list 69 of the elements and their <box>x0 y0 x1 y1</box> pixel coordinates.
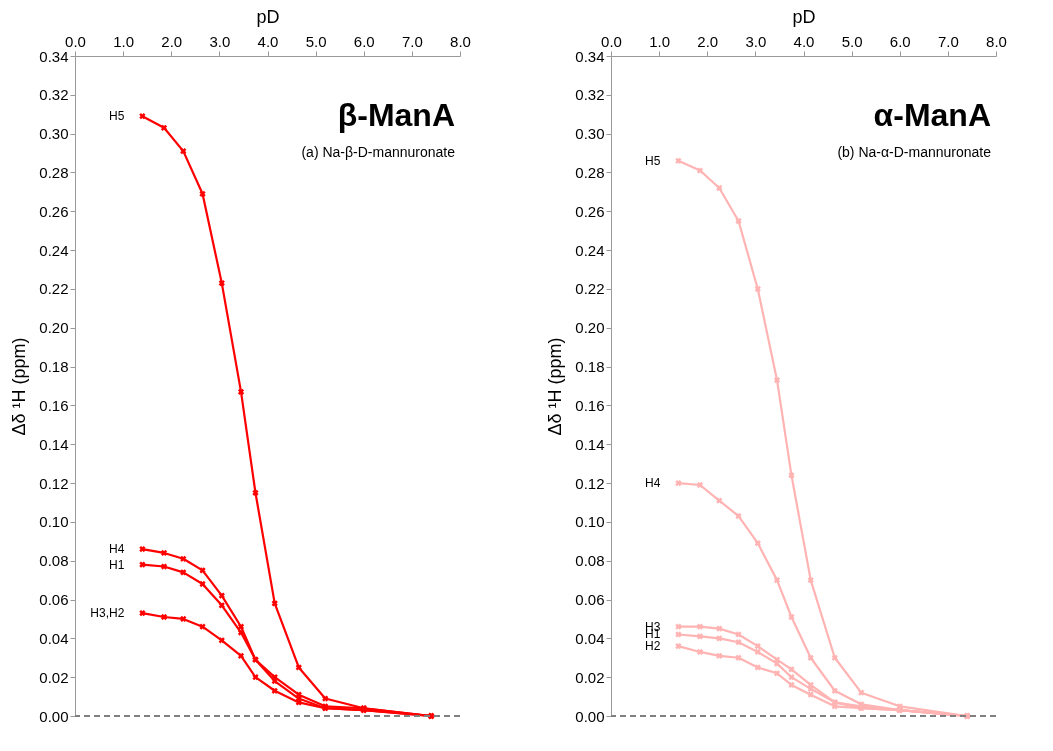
y-tick-label: 0.32 <box>39 86 69 104</box>
y-tick-label: 0.18 <box>39 358 69 376</box>
y-tick-label: 0.00 <box>39 707 69 725</box>
y-tick-label: 0.12 <box>575 474 605 492</box>
x-tick-label: 5.0 <box>305 32 327 50</box>
text: (a) Na-β-D-mannuronate <box>301 144 456 160</box>
y-tick-label: 0.12 <box>39 474 69 492</box>
y-tick-label: 0.02 <box>575 668 605 686</box>
x-tick-label: 8.0 <box>450 32 471 50</box>
y-tick-label: 0.16 <box>39 396 69 414</box>
text: α-ManA <box>873 97 991 133</box>
series-label: H5 <box>109 109 125 124</box>
x-tick-label: 7.0 <box>937 32 959 50</box>
x-tick-label: 2.0 <box>161 32 183 50</box>
series-label: H3,H2 <box>90 606 125 621</box>
x-tick-label: 7.0 <box>401 32 423 50</box>
y-tick-label: 0.10 <box>575 513 605 531</box>
y-tick-label: 0.26 <box>575 202 605 220</box>
series-label: H4 <box>645 476 661 491</box>
series-label: H4 <box>109 542 125 557</box>
y-tick-label: 0.26 <box>39 202 69 220</box>
y-tick-label: 0.08 <box>575 552 605 570</box>
series-label: H1 <box>109 557 125 572</box>
y-tick-label: 0.20 <box>39 319 69 337</box>
x-tick-label: 1.0 <box>113 32 135 50</box>
y-tick-label: 0.34 <box>39 47 69 65</box>
y-tick-label: 0.22 <box>39 280 69 298</box>
x-tick-label: 0.0 <box>65 32 86 50</box>
x-tick-label: 6.0 <box>889 32 911 50</box>
y-tick-label: 0.30 <box>575 125 605 143</box>
y-tick-label: 0.04 <box>575 629 605 647</box>
x-tick-label: 3.0 <box>209 32 231 50</box>
y-tick-label: 0.10 <box>39 513 69 531</box>
y-tick-label: 0.16 <box>575 396 605 414</box>
y-axis-title: Δδ ¹H (ppm) <box>545 337 566 436</box>
x-tick-label: 6.0 <box>353 32 375 50</box>
x-tick-label: 4.0 <box>793 32 815 50</box>
x-axis-title: pD <box>256 6 280 27</box>
y-tick-label: 0.18 <box>575 358 605 376</box>
y-tick-label: 0.34 <box>575 47 605 65</box>
text: β-ManA <box>337 97 455 133</box>
x-axis-title: pD <box>792 6 816 27</box>
x-tick-label: 4.0 <box>257 32 279 50</box>
y-tick-label: 0.28 <box>39 163 69 181</box>
x-tick-label: 3.0 <box>745 32 767 50</box>
y-tick-label: 0.32 <box>575 86 605 104</box>
y-tick-label: 0.04 <box>39 629 69 647</box>
y-tick-label: 0.00 <box>575 707 605 725</box>
y-tick-label: 0.02 <box>39 668 69 686</box>
x-tick-label: 5.0 <box>841 32 863 50</box>
y-tick-label: 0.28 <box>575 163 605 181</box>
y-tick-label: 0.08 <box>39 552 69 570</box>
y-tick-label: 0.06 <box>39 591 69 609</box>
y-tick-label: 0.20 <box>575 319 605 337</box>
y-tick-label: 0.06 <box>575 591 605 609</box>
y-tick-label: 0.24 <box>39 241 69 259</box>
series-label: H2 <box>645 639 661 654</box>
x-tick-label: 1.0 <box>649 32 671 50</box>
x-tick-label: 2.0 <box>697 32 719 50</box>
series-label: H5 <box>645 153 661 168</box>
y-tick-label: 0.30 <box>39 125 69 143</box>
y-axis-title: Δδ ¹H (ppm) <box>9 337 30 436</box>
x-tick-label: 8.0 <box>986 32 1007 50</box>
y-tick-label: 0.14 <box>39 435 69 453</box>
text: (b) Na-α-D-mannuronate <box>837 144 992 160</box>
x-tick-label: 0.0 <box>601 32 622 50</box>
y-tick-label: 0.22 <box>575 280 605 298</box>
y-tick-label: 0.14 <box>575 435 605 453</box>
y-tick-label: 0.24 <box>575 241 605 259</box>
